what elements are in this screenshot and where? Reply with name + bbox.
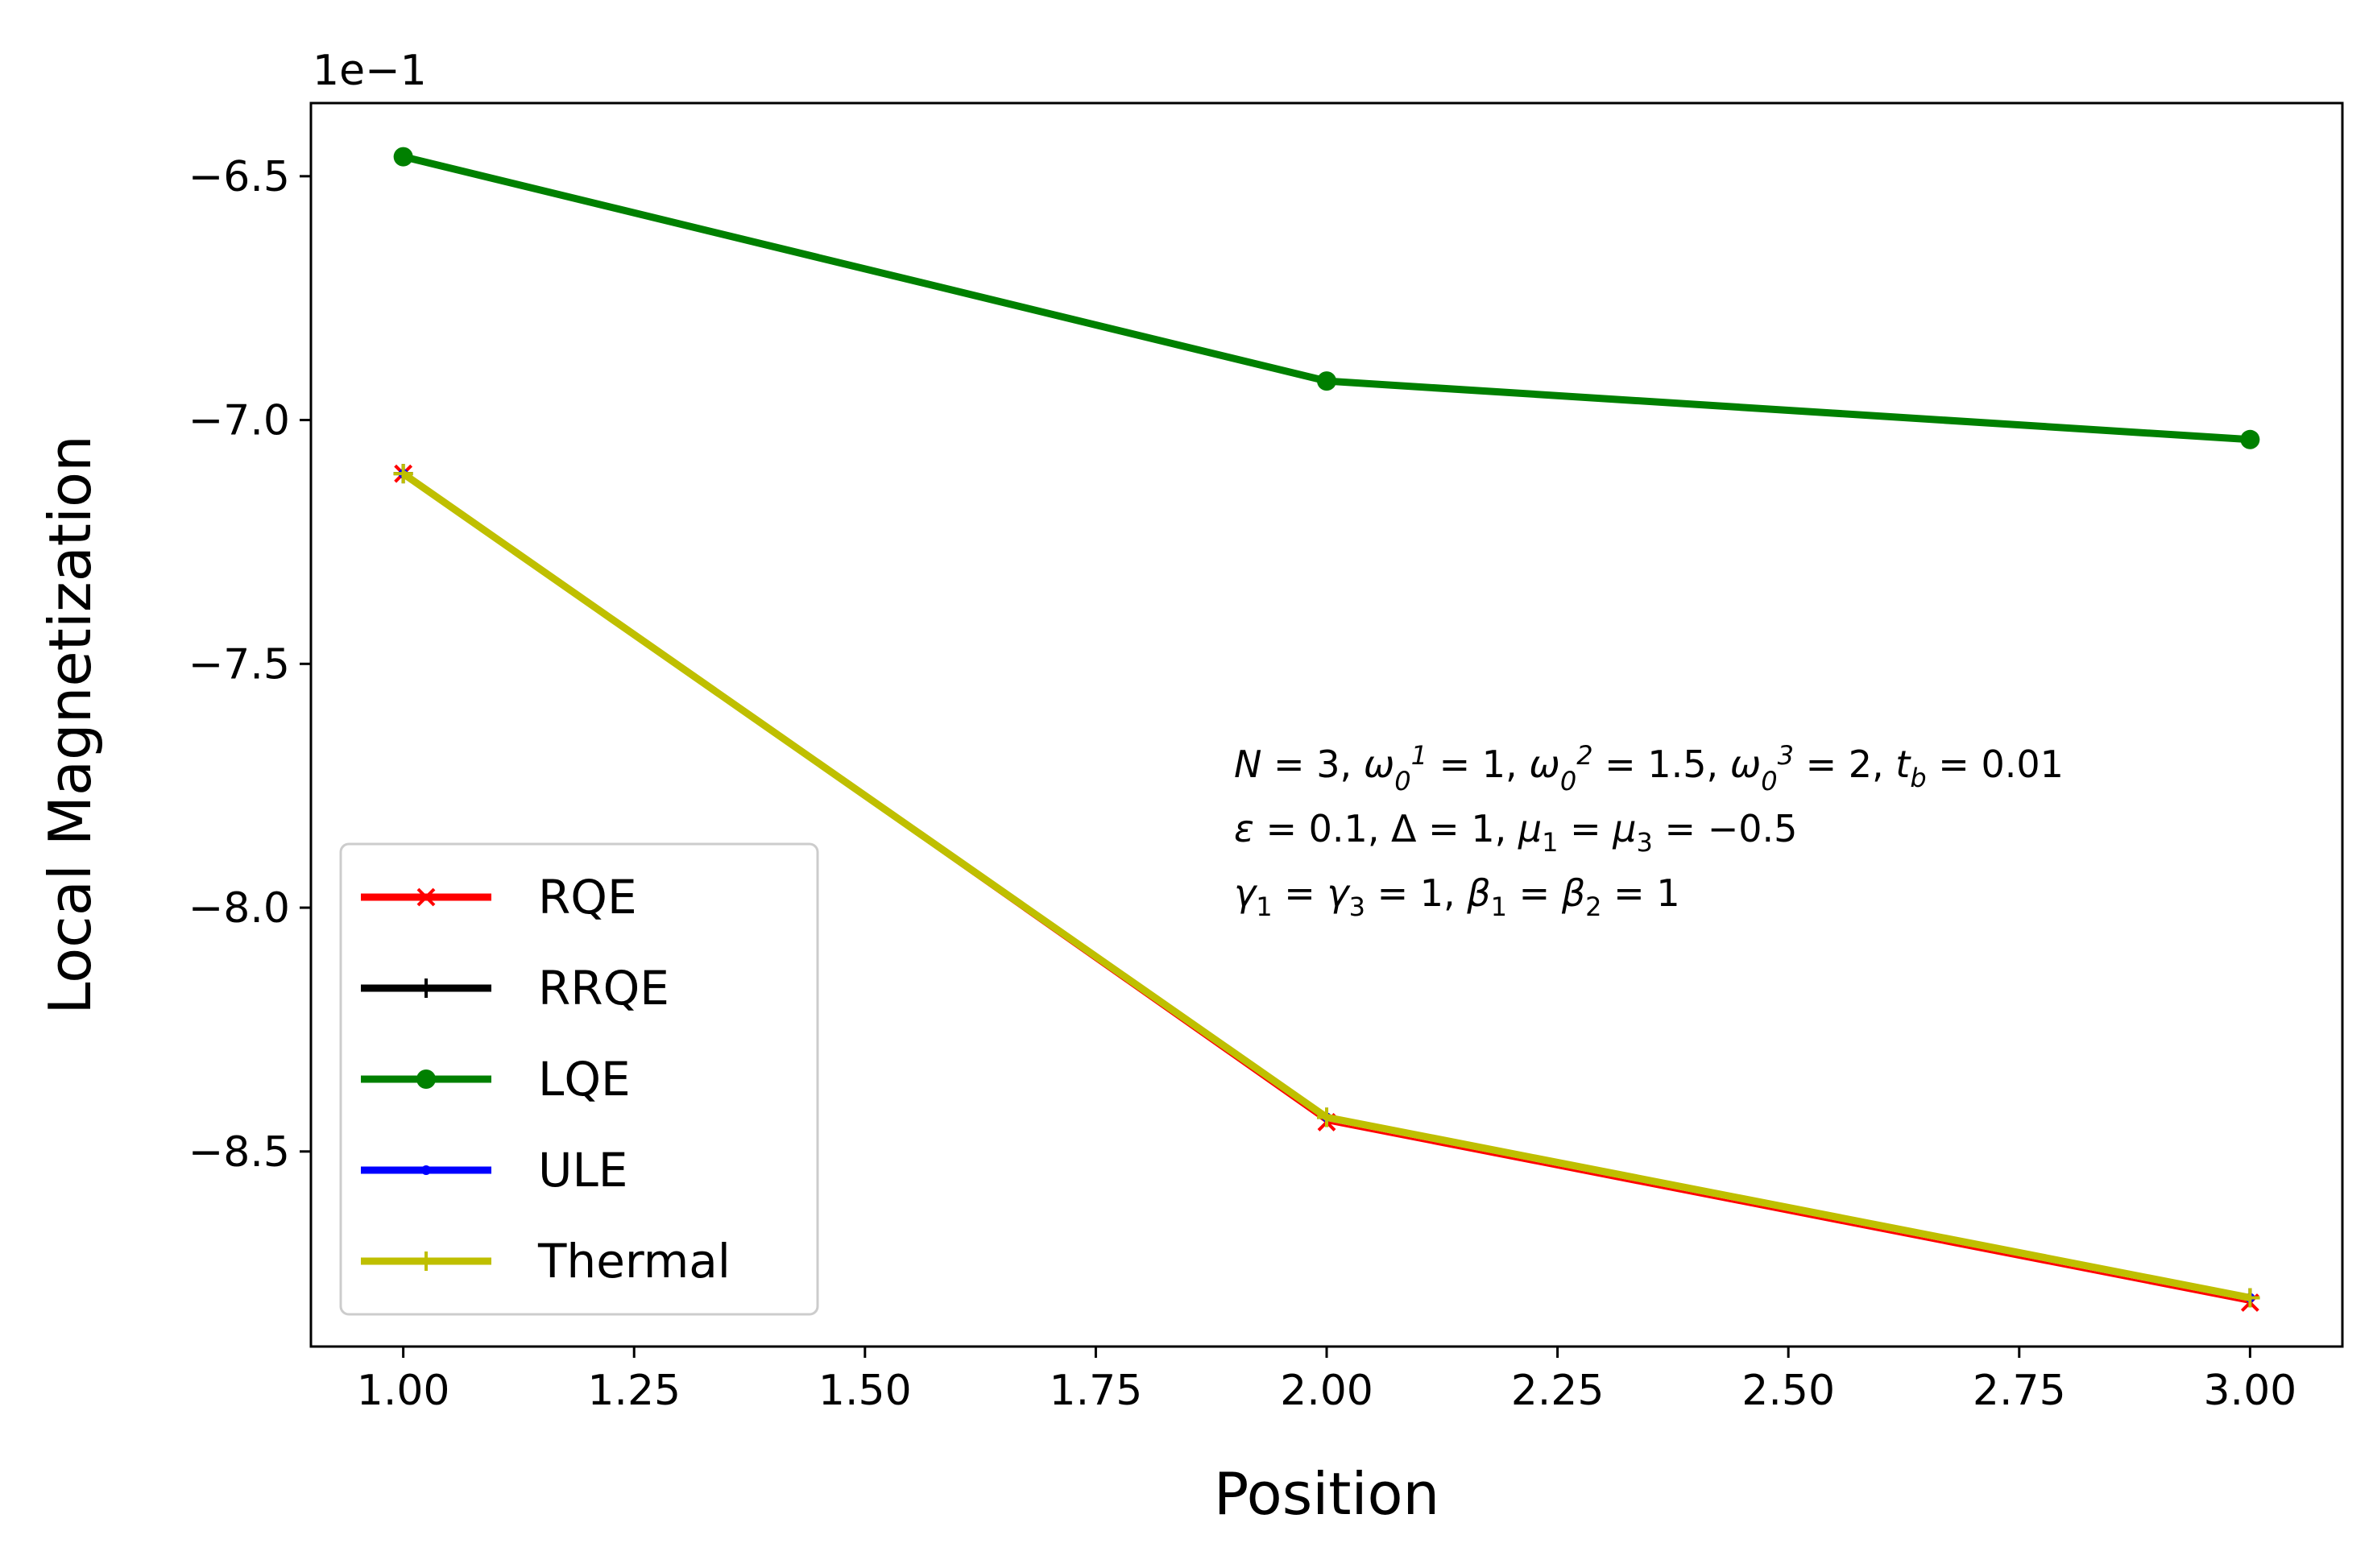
legend-item-ule: ULE bbox=[361, 1143, 627, 1198]
legend-item-lqe: LQE bbox=[361, 1052, 631, 1107]
data-point bbox=[393, 147, 413, 167]
x-tick-label: 1.25 bbox=[587, 1367, 681, 1415]
legend: RQE RRQE LQE ULE Thermal bbox=[339, 842, 819, 1316]
y-tick-label: −7.0 bbox=[188, 397, 290, 445]
legend-box bbox=[339, 842, 819, 1316]
legend-item-rqe: RQE bbox=[361, 870, 637, 925]
data-point bbox=[1317, 371, 1336, 391]
y-tick-label: −8.5 bbox=[188, 1128, 290, 1177]
annotation-line-2: ε = 0.1, Δ = 1, μ1 = μ3 = −0.5 bbox=[1234, 807, 1797, 858]
x-tick-label: 1.00 bbox=[357, 1367, 450, 1415]
legend-marker bbox=[416, 1252, 436, 1271]
data-point bbox=[2240, 1288, 2260, 1308]
data-point bbox=[2240, 429, 2260, 449]
y-offset-label: 1e−1 bbox=[313, 47, 427, 95]
x-tick-label: 2.50 bbox=[1741, 1367, 1835, 1415]
parameter-annotation: N = 3, ω01 = 1, ω02 = 1.5, ω03 = 2, tb =… bbox=[1234, 740, 2064, 922]
legend-label: RRQE bbox=[538, 961, 669, 1016]
y-axis: −6.5 −7.0 −7.5 −8.0 −8.5 bbox=[188, 153, 311, 1177]
legend-marker bbox=[421, 1165, 431, 1175]
legend-label: ULE bbox=[538, 1143, 627, 1198]
y-tick-label: −8.0 bbox=[188, 884, 290, 933]
legend-marker bbox=[416, 1069, 436, 1089]
data-point bbox=[393, 464, 413, 484]
legend-label: RQE bbox=[538, 870, 637, 925]
annotation-line-1: N = 3, ω01 = 1, ω02 = 1.5, ω03 = 2, tb =… bbox=[1234, 740, 2064, 796]
legend-item-rrqe: RRQE bbox=[361, 961, 669, 1016]
legend-marker bbox=[416, 978, 436, 998]
legend-marker bbox=[416, 887, 436, 907]
x-tick-label: 2.25 bbox=[1511, 1367, 1605, 1415]
x-tick-label: 2.00 bbox=[1280, 1367, 1373, 1415]
x-axis-label: Position bbox=[1214, 1460, 1439, 1528]
annotation-line-3: γ1 = γ3 = 1, β1 = β2 = 1 bbox=[1234, 871, 1680, 922]
series-line bbox=[402, 153, 2251, 444]
data-point bbox=[1317, 1107, 1336, 1127]
y-tick-label: −7.5 bbox=[188, 640, 290, 689]
legend-item-thermal: Thermal bbox=[361, 1234, 731, 1289]
x-tick-label: 1.50 bbox=[818, 1367, 912, 1415]
series-lqe bbox=[393, 147, 2260, 449]
x-axis: 1.00 1.25 1.50 1.75 2.00 2.25 2.50 2.75 3.00 bbox=[357, 1347, 2296, 1415]
legend-label: LQE bbox=[538, 1052, 631, 1107]
x-tick-label: 2.75 bbox=[1973, 1367, 2066, 1415]
x-tick-label: 3.00 bbox=[2203, 1367, 2296, 1415]
legend-label: Thermal bbox=[537, 1234, 731, 1289]
series-layer bbox=[393, 147, 2260, 1312]
series-thermal bbox=[393, 464, 2260, 1308]
y-axis-label: Local Magnetization bbox=[36, 435, 104, 1014]
y-tick-label: −6.5 bbox=[188, 153, 290, 201]
x-tick-label: 1.75 bbox=[1050, 1367, 1143, 1415]
